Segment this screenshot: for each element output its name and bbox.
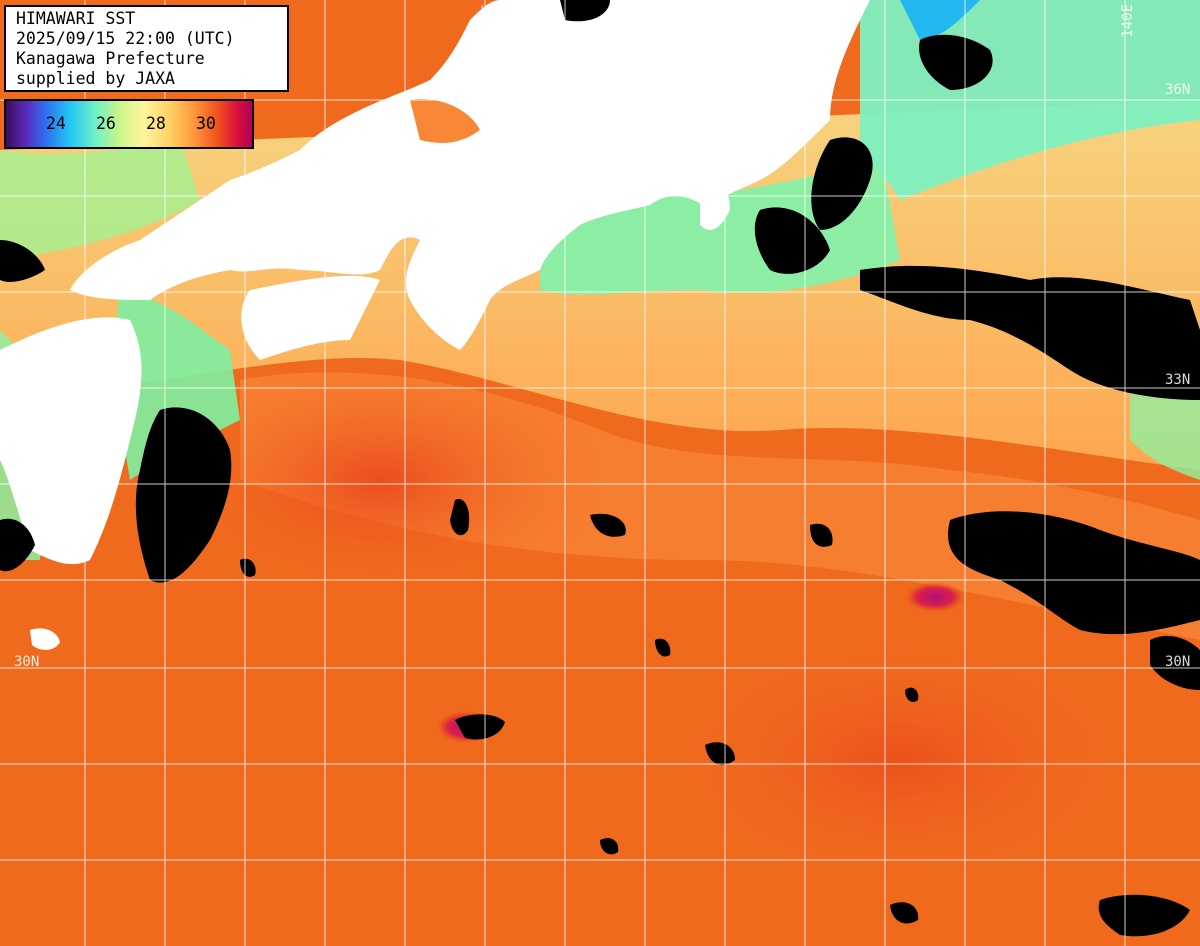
info-box: HIMAWARI SST 2025/09/15 22:00 (UTC) Kana… (4, 5, 289, 92)
lon-label-140e: 140E (1120, 4, 1136, 38)
lon-label-136e: 136E (480, 4, 496, 38)
land-kyushu (0, 317, 142, 565)
lat-label-36n: 36N (1165, 82, 1191, 98)
lat-label-30n-left: 30N (14, 654, 40, 670)
legend-tick-26: 26 (96, 114, 116, 133)
warm-eddy (150, 360, 610, 600)
legend-tick-30: 30 (196, 114, 216, 133)
hot-spot (905, 582, 965, 612)
lat-label-30n-right: 30N (1165, 654, 1191, 670)
land-island (30, 628, 60, 650)
coastal-cool-water (0, 140, 200, 260)
legend-tick-24: 24 (46, 114, 66, 133)
legend-tick-28: 28 (146, 114, 166, 133)
info-datetime: 2025/09/15 22:00 (UTC) (16, 29, 235, 48)
coastal-warm-water (410, 99, 480, 143)
lat-label-33n: 33N (1165, 372, 1191, 388)
warm-eddy (640, 620, 1160, 900)
land-izu (700, 179, 730, 230)
info-title: HIMAWARI SST (16, 9, 136, 28)
land-island (476, 156, 497, 180)
temperature-legend: 24 26 28 30 (4, 99, 254, 149)
land-honshu (70, 0, 870, 350)
land-shikoku (241, 275, 380, 360)
coastal-cool-water (1130, 380, 1200, 480)
info-prefecture: Kanagawa Prefecture (16, 49, 205, 68)
info-credit: supplied by JAXA (16, 69, 175, 88)
coastal-cool-water (900, 0, 980, 40)
